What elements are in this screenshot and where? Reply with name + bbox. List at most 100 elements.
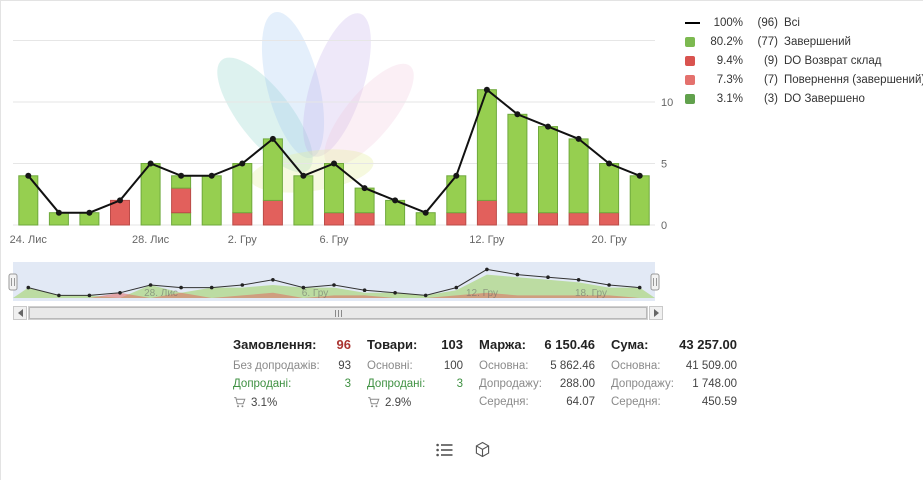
legend-square-swatch <box>685 55 703 66</box>
navigator-marker <box>301 285 306 290</box>
x-axis-tick-label: 12. Гру <box>469 234 505 246</box>
line-marker[interactable] <box>86 209 93 216</box>
legend-square-swatch <box>685 93 703 104</box>
chart-legend: 100% (96) Всі 80.2% (77) Завершений 9.4%… <box>685 13 923 108</box>
bar-segment-completed[interactable] <box>568 138 589 214</box>
products-main-label: Основні: <box>367 360 413 372</box>
bar-segment-completed[interactable] <box>507 113 528 214</box>
package-icon <box>475 441 489 458</box>
bar-segment-completed[interactable] <box>599 163 620 214</box>
sum-average-value: 450.59 <box>701 396 737 408</box>
cart-percent-icon <box>233 396 246 409</box>
products-stats-column: Товари: 103 Основні: 100 Допродані: 3 2.… <box>367 337 463 415</box>
legend-item-return-completed[interactable]: 7.3% (7) Повернення (завершений) <box>685 70 923 89</box>
legend-label: Завершений <box>784 35 851 48</box>
legend-square-swatch <box>685 74 703 85</box>
orders-stats-column: Замовлення: 96 Без допродажів: 93 Допрод… <box>233 337 351 415</box>
navigator-marker <box>332 283 336 287</box>
bar-segment-completed[interactable] <box>201 175 222 226</box>
navigator-marker <box>607 283 611 287</box>
legend-item-do-return[interactable]: 9.4% (9) DO Возврат склад <box>685 51 923 70</box>
list-icon <box>435 443 452 456</box>
x-axis-tick-label: 24. Лис <box>10 234 48 246</box>
chart-total-line[interactable] <box>25 86 643 216</box>
navigator-marker <box>271 278 275 282</box>
legend-pct: 100% <box>713 16 743 29</box>
bar-segment-returns[interactable] <box>262 199 283 226</box>
bar-segment-returns[interactable] <box>568 212 589 226</box>
bar-segment-completed[interactable] <box>171 212 192 226</box>
bar-segment-completed[interactable] <box>232 163 253 214</box>
bar-segment-returns[interactable] <box>232 212 253 226</box>
line-marker[interactable] <box>606 160 613 167</box>
navigator-marker <box>454 285 459 290</box>
legend-item-completed[interactable]: 80.2% (77) Завершений <box>685 32 923 51</box>
sum-main-value: 41 509.00 <box>685 360 737 372</box>
bar-segment-returns[interactable] <box>171 187 192 214</box>
bar-segment-completed[interactable] <box>446 175 467 214</box>
line-marker[interactable] <box>25 172 32 179</box>
scrollbar-thumb[interactable] <box>29 307 647 319</box>
bar-segment-returns[interactable] <box>354 212 375 226</box>
bar-segment-completed[interactable] <box>324 163 344 214</box>
products-view-button[interactable] <box>471 437 494 462</box>
bar-segment-completed[interactable] <box>293 175 314 226</box>
bar-segment-returns[interactable] <box>476 199 497 226</box>
line-marker[interactable] <box>575 135 582 142</box>
line-marker[interactable] <box>331 160 337 167</box>
main-chart-area[interactable]: 0 5 10 24. Лис 28. Лис 2. Гру 6. Гру 12. Гру 20.… <box>7 3 679 255</box>
legend-count: (3) <box>763 92 778 105</box>
legend-pct: 80.2% <box>710 35 743 48</box>
products-upsold-label: Допродані: <box>367 378 426 390</box>
orders-total: 96 <box>336 337 351 352</box>
chart-range-navigator[interactable]: 28. Лис 6. Гру 12. Гру 18. Гру <box>7 261 679 303</box>
line-marker[interactable] <box>269 135 276 142</box>
legend-item-all[interactable]: 100% (96) Всі <box>685 13 923 32</box>
bar-segment-returns[interactable] <box>538 212 558 226</box>
legend-count: (9) <box>763 54 778 67</box>
chart-bars[interactable] <box>18 89 650 226</box>
line-marker[interactable] <box>147 160 154 167</box>
bar-segment-returns[interactable] <box>446 212 467 226</box>
navigator-marker <box>118 291 122 295</box>
scrollbar-left-arrow[interactable] <box>13 306 27 320</box>
line-marker[interactable] <box>239 160 246 167</box>
navigator-marker <box>209 285 214 290</box>
line-marker[interactable] <box>422 209 429 216</box>
stacked-bar-line-chart[interactable]: 0 5 10 24. Лис 28. Лис 2. Гру 6. Гру 12. Гру 20.… <box>7 3 679 255</box>
margin-main-value: 5 862.46 <box>550 360 595 372</box>
line-marker[interactable] <box>55 209 62 216</box>
line-marker[interactable] <box>453 172 460 179</box>
line-marker[interactable] <box>636 172 643 179</box>
chart-scrollbar[interactable] <box>13 306 663 320</box>
scrollbar-track[interactable] <box>28 306 648 320</box>
bar-segment-returns[interactable] <box>507 212 528 226</box>
legend-count: (77) <box>757 35 778 48</box>
line-marker[interactable] <box>483 86 490 93</box>
line-marker[interactable] <box>361 185 368 192</box>
line-marker[interactable] <box>117 197 123 204</box>
navigator-marker <box>423 293 428 298</box>
line-marker[interactable] <box>300 172 307 179</box>
line-marker[interactable] <box>545 123 551 130</box>
scrollbar-right-arrow[interactable] <box>649 306 663 320</box>
bar-segment-completed[interactable] <box>629 175 650 226</box>
navigator-handle[interactable] <box>650 273 660 291</box>
line-marker[interactable] <box>208 172 215 179</box>
margin-total: 6 150.46 <box>544 337 595 352</box>
bar-segment-returns[interactable] <box>599 212 620 226</box>
legend-item-do-completed[interactable]: 3.1% (3) DO Завершено <box>685 89 923 108</box>
bar-segment-returns[interactable] <box>324 212 344 226</box>
navigator-handle[interactable] <box>8 273 18 291</box>
legend-label: DO Возврат склад <box>784 54 882 67</box>
orders-no-upsell-value: 93 <box>338 360 351 372</box>
margin-average-value: 64.07 <box>566 396 595 408</box>
list-view-button[interactable] <box>432 437 457 462</box>
line-marker[interactable] <box>178 172 185 179</box>
bar-segment-completed[interactable] <box>538 126 558 214</box>
arrow-left-icon <box>17 309 23 317</box>
products-title: Товари: <box>367 337 418 352</box>
navigator-marker <box>148 283 153 287</box>
line-marker[interactable] <box>392 197 399 204</box>
line-marker[interactable] <box>514 111 521 118</box>
